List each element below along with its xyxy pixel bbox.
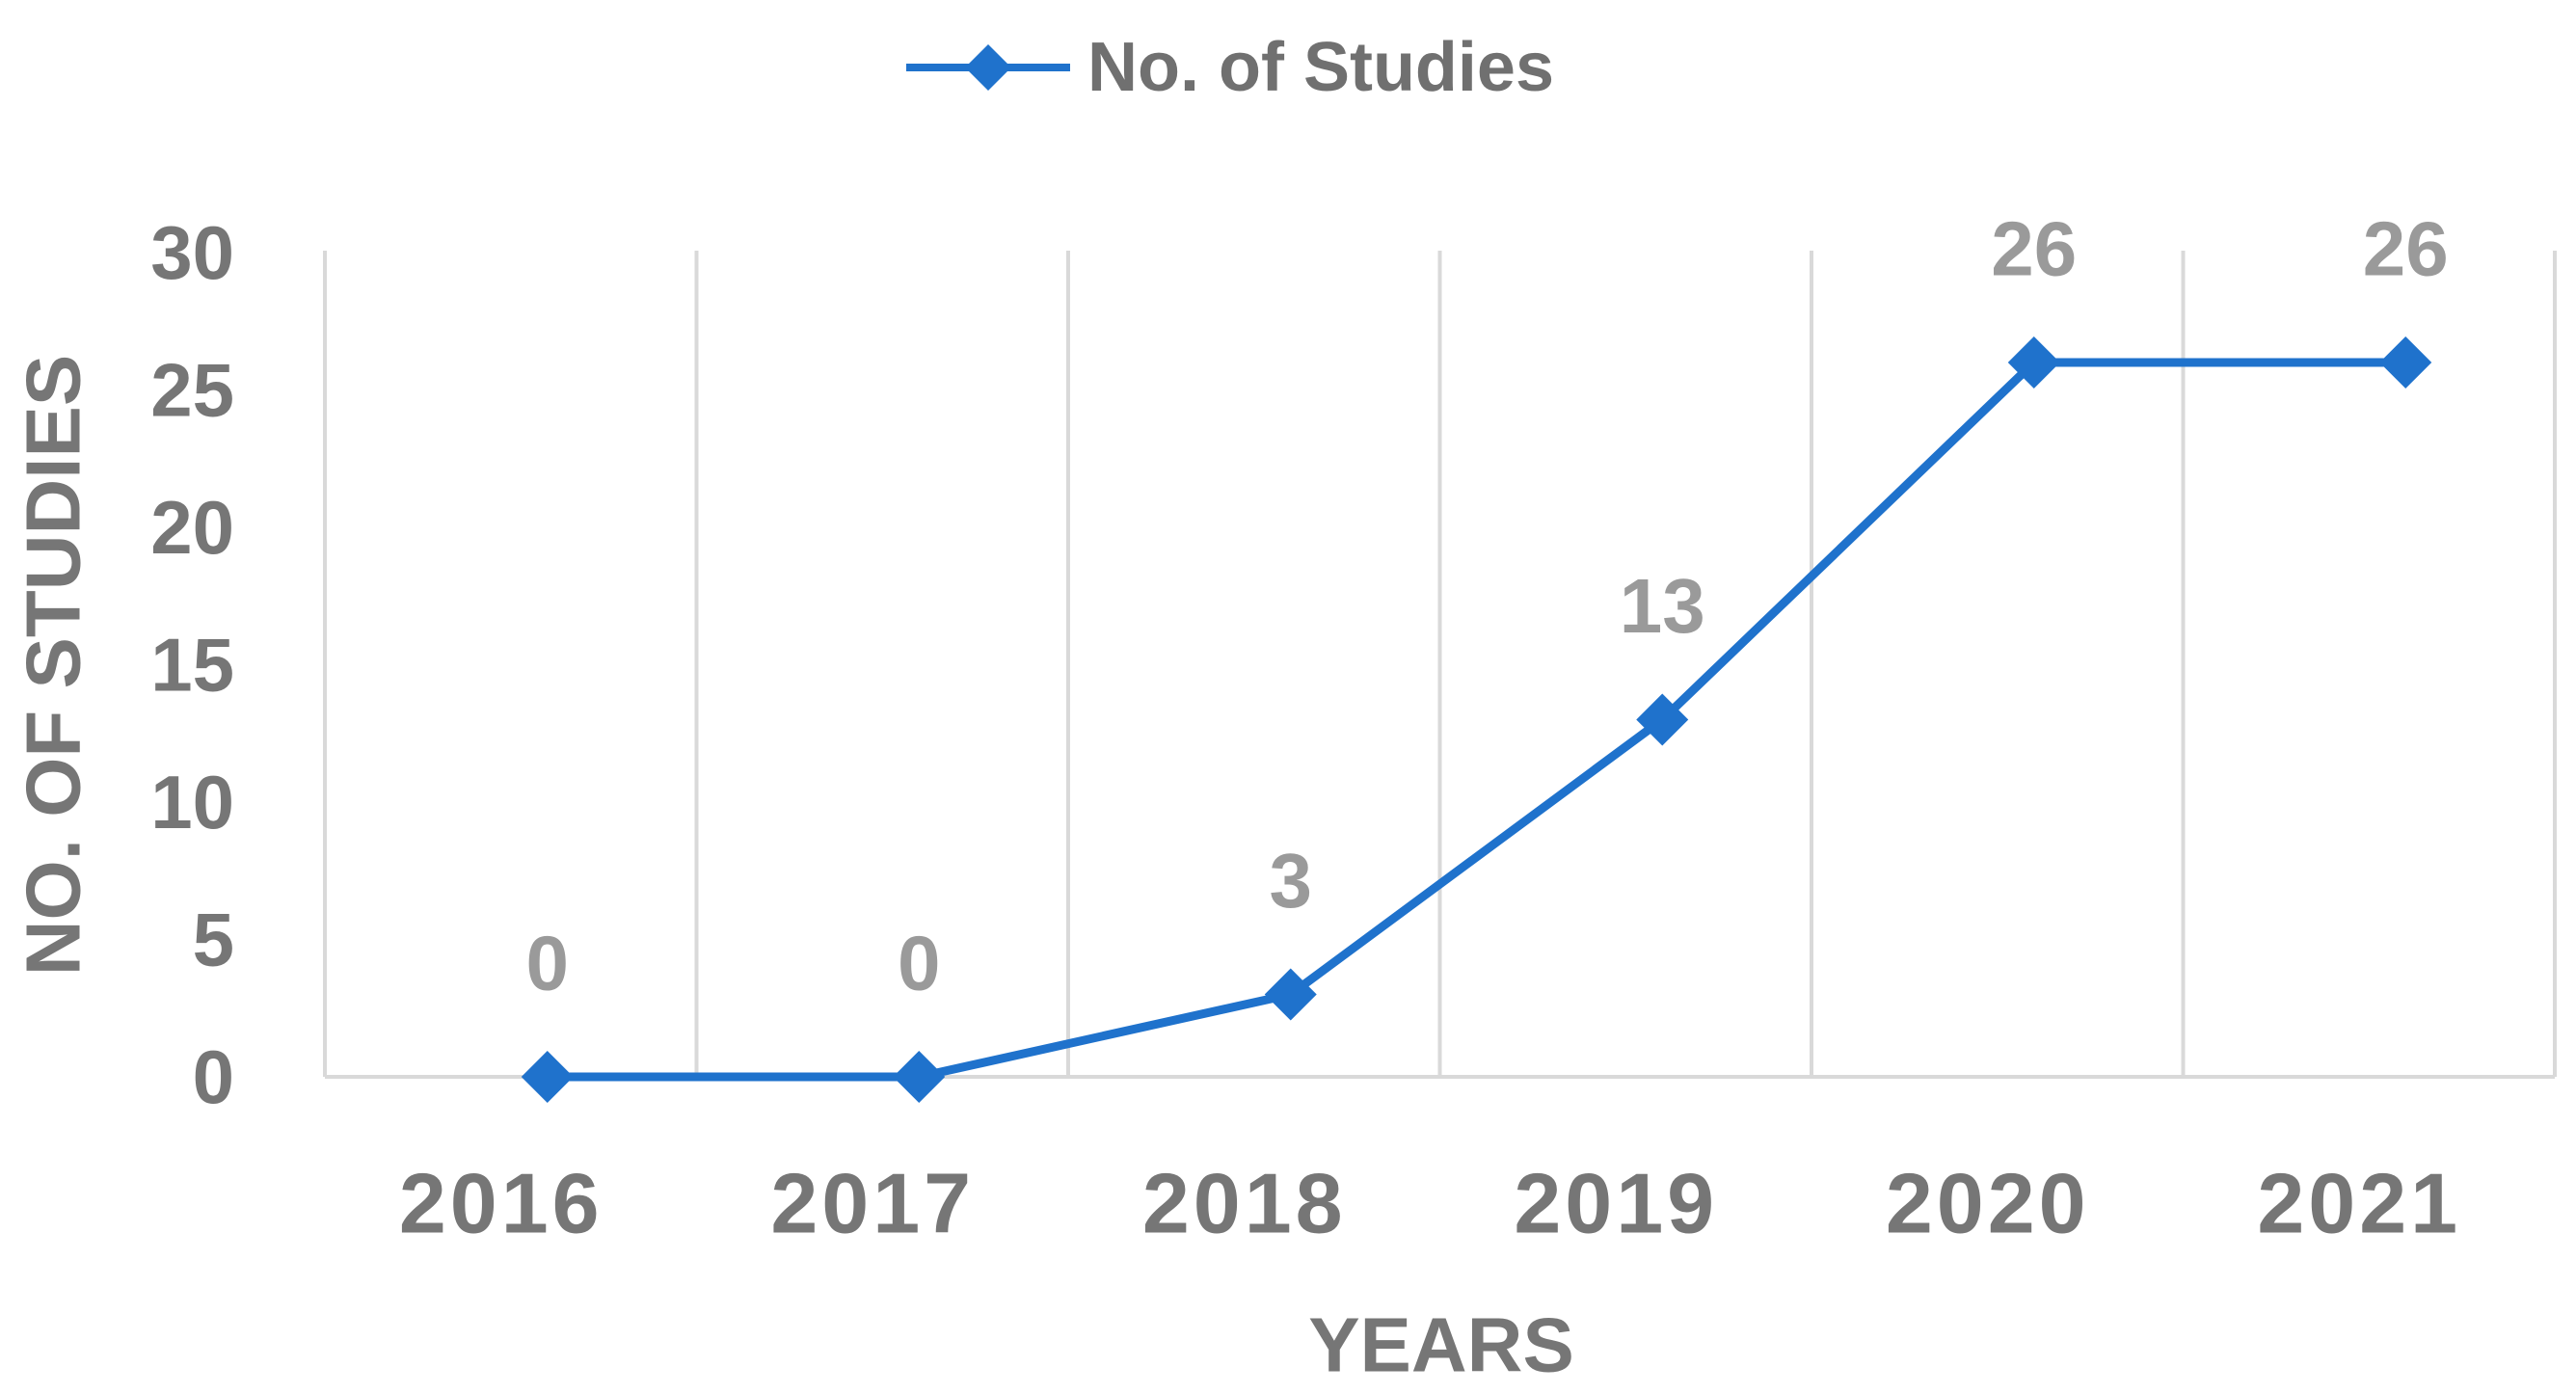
series-no-of-studies xyxy=(521,336,2432,1103)
x-tick-label: 2019 xyxy=(1514,1156,1718,1251)
data-labels: 0 0 3 13 26 26 xyxy=(526,206,2449,1006)
legend-diamond-marker xyxy=(965,44,1011,91)
data-label: 0 xyxy=(898,921,941,1006)
data-point-marker xyxy=(1636,693,1689,746)
y-tick-label: 0 xyxy=(193,1034,234,1119)
y-tick-label: 5 xyxy=(193,898,234,982)
data-label: 26 xyxy=(2363,206,2449,292)
legend: No. of Studies xyxy=(906,29,1554,106)
x-tick-label: 2018 xyxy=(1142,1156,1347,1251)
x-tick-label: 2021 xyxy=(2257,1156,2461,1251)
series-line xyxy=(547,358,2406,1082)
x-axis-tick-labels: 2016 2017 2018 2019 2020 2021 xyxy=(399,1156,2461,1251)
data-point-marker xyxy=(2007,336,2060,389)
data-point-marker xyxy=(2379,336,2432,389)
y-tick-label: 15 xyxy=(150,623,234,708)
y-axis-title: NO. OF STUDIES xyxy=(11,355,96,977)
x-axis-title: YEARS xyxy=(1308,1302,1574,1388)
legend-label: No. of Studies xyxy=(1087,29,1554,106)
y-tick-label: 25 xyxy=(150,348,234,433)
x-tick-label: 2020 xyxy=(1886,1156,2090,1251)
data-label: 3 xyxy=(1270,838,1313,924)
data-label: 26 xyxy=(1991,206,2077,292)
gridlines xyxy=(323,251,2557,1077)
x-tick-label: 2016 xyxy=(399,1156,604,1251)
data-point-marker xyxy=(1264,968,1317,1021)
data-label: 0 xyxy=(526,921,570,1006)
data-point-marker xyxy=(521,1051,574,1103)
y-tick-label: 20 xyxy=(150,485,234,570)
y-tick-label: 30 xyxy=(150,210,234,295)
data-label: 13 xyxy=(1620,563,1705,649)
y-axis-tick-labels: 0 5 10 15 20 25 30 xyxy=(150,210,234,1119)
x-tick-label: 2017 xyxy=(770,1156,975,1251)
data-point-marker xyxy=(893,1051,946,1103)
y-tick-label: 10 xyxy=(150,760,234,844)
